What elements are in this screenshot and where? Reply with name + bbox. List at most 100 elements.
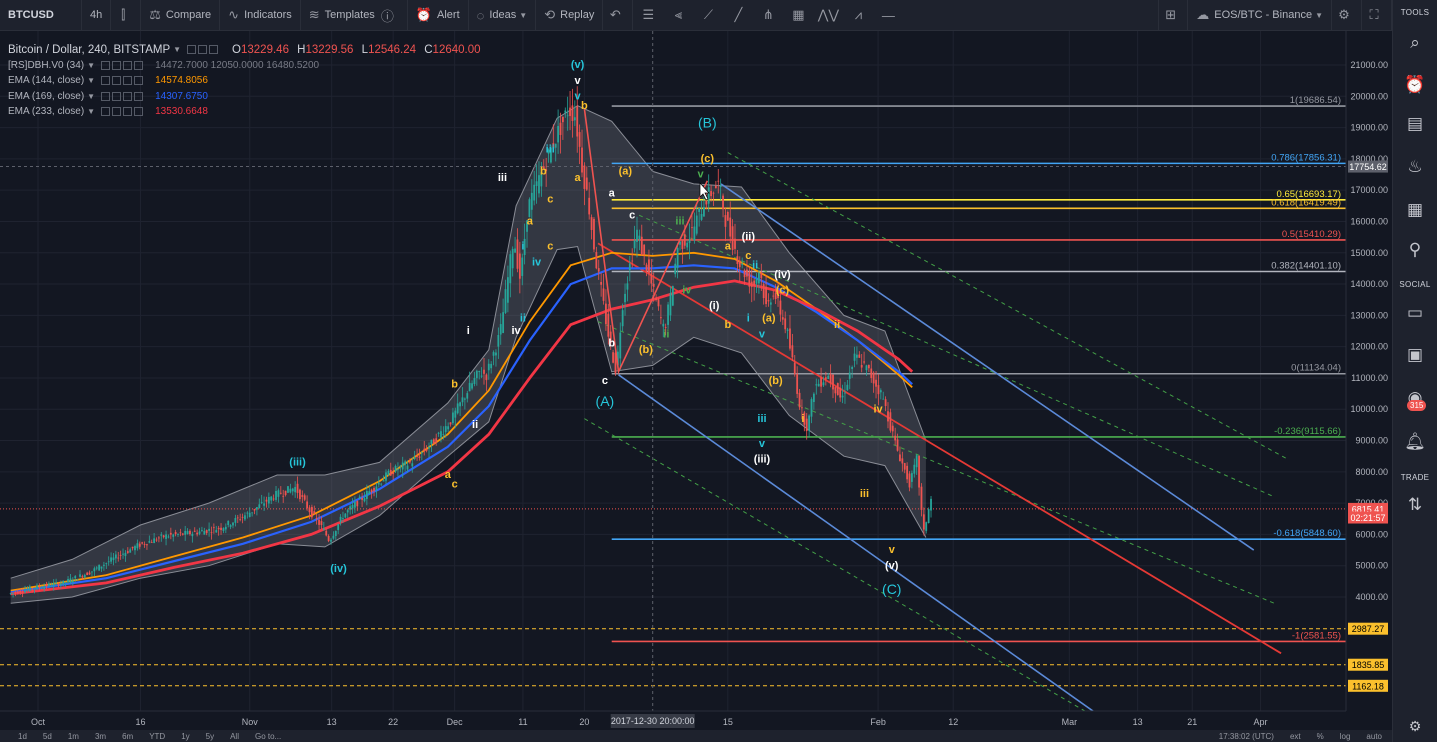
indicators-button[interactable]: ∿ Indicators [220, 0, 301, 31]
candle-body [540, 172, 543, 187]
candle-body [322, 528, 325, 530]
range-button-5d[interactable]: 5d [42, 731, 52, 741]
candle-body [851, 366, 854, 369]
legend-button[interactable] [134, 91, 144, 101]
range-button-1y[interactable]: 1y [181, 731, 190, 741]
legend-button[interactable] [101, 107, 111, 117]
extended-hours-toggle[interactable]: ext [1289, 731, 1301, 741]
bell-icon[interactable]: 🔔︎ [1404, 432, 1426, 451]
compare-button[interactable]: ⚖ Compare [141, 0, 221, 31]
ideas-lightbulb-icon[interactable]: ⚲ [1408, 240, 1422, 259]
chart-pane[interactable]: 1(19686.54) 0.786(17856.31) 0.65(16693.17)… [0, 31, 1392, 742]
goto-date-button[interactable]: Go to... [254, 731, 282, 741]
interval-button[interactable]: 4h [82, 0, 112, 31]
legend-button[interactable] [112, 107, 122, 117]
legend-button[interactable] [123, 76, 133, 86]
legend-button[interactable] [123, 91, 133, 101]
legend-button[interactable] [101, 91, 111, 101]
drawing-tool-gann[interactable]: ▦ [783, 0, 813, 31]
ideas-button[interactable]: ◌ Ideas ▼ [469, 0, 537, 31]
ray-icon: ╱ [734, 7, 743, 22]
drawing-tool-fib-ext[interactable]: ⫷ [663, 0, 693, 31]
chevron-down-icon[interactable]: ▼ [173, 45, 182, 55]
alarm-clock-icon[interactable]: ⏰ [1404, 75, 1426, 94]
layout-button[interactable]: ⊞ [1158, 0, 1189, 31]
candle-body [306, 501, 309, 509]
range-button-1d[interactable]: 1d [18, 731, 27, 741]
chevron-down-icon[interactable]: ▼ [87, 60, 96, 70]
templates-button[interactable]: ≋ Templates ⓘ [301, 0, 408, 31]
legend-button[interactable] [101, 76, 111, 86]
legend-button[interactable] [123, 107, 133, 117]
data-window-icon[interactable]: ▤ [1406, 114, 1424, 133]
legend-eye-button[interactable] [187, 45, 197, 55]
legend-indicator-row[interactable]: EMA (169, close) ▼ 14307.6750 [8, 89, 486, 105]
legend-button[interactable] [112, 60, 122, 70]
symbol-search-button[interactable]: BTCUSD [0, 0, 82, 31]
log-scale-toggle[interactable]: log [1339, 731, 1351, 741]
candle-body [411, 463, 414, 467]
legend-button[interactable] [112, 91, 122, 101]
auto-scale-toggle[interactable]: auto [1366, 731, 1382, 741]
calendar-icon[interactable]: ▦ [1406, 200, 1424, 219]
drawing-tool-pattern[interactable]: ⋀⋁ [813, 0, 843, 31]
candle-body [712, 192, 715, 194]
candle-body [664, 327, 667, 329]
trading-panel-icon[interactable]: ⇅ [1407, 495, 1423, 514]
range-button-all[interactable]: All [230, 731, 239, 741]
streams-icon[interactable]: ▣ [1406, 345, 1424, 364]
range-button-6m[interactable]: 6m [122, 731, 134, 741]
candle-body [146, 544, 148, 546]
legend-button[interactable] [123, 60, 133, 70]
range-button-1m[interactable]: 1m [67, 731, 79, 741]
candle-body [114, 554, 117, 559]
legend-button[interactable] [101, 60, 111, 70]
candle-body [801, 407, 803, 409]
drawing-tool-trend[interactable]: ⟋ [693, 0, 723, 31]
candle-body [827, 375, 830, 379]
drawing-tool-fib[interactable]: ☰ [633, 0, 663, 31]
legend-button[interactable] [134, 60, 144, 70]
fullscreen-button[interactable]: ⛶ [1362, 0, 1392, 31]
settings-button[interactable]: ⚙ [1332, 0, 1362, 31]
legend-indicator-row[interactable]: [RS]DBH.V0 (34) ▼ 14472.7000 12050.0000 1… [8, 58, 486, 74]
watchlist-icon[interactable]: ⌕ [1410, 33, 1420, 52]
drawing-tool-abcd[interactable]: ⩘ [843, 0, 873, 31]
price-tick-label: 17000.00 [1350, 185, 1388, 195]
legend-button[interactable] [112, 76, 122, 86]
drawing-tool-ray[interactable]: ╱ [723, 0, 753, 31]
replay-button[interactable]: ⟲ Replay [536, 0, 604, 31]
candle-body [196, 532, 199, 535]
candle-body [227, 520, 230, 525]
legend-indicator-row[interactable]: EMA (144, close) ▼ 14574.8056 [8, 73, 486, 89]
candle-body [791, 345, 794, 358]
candle-body [332, 535, 335, 539]
legend-indicator-row[interactable]: EMA (233, close) ▼ 13530.6648 [8, 104, 486, 120]
candle-body [136, 543, 139, 549]
chevron-down-icon[interactable]: ▼ [87, 76, 96, 86]
legend-close-button[interactable] [209, 45, 219, 55]
range-button-3m[interactable]: 3m [94, 731, 107, 741]
range-button-5y[interactable]: 5y [205, 731, 215, 741]
alert-button[interactable]: ⏰ Alert [408, 0, 469, 31]
range-button-ytd[interactable]: YTD [149, 731, 166, 741]
settings-gear-icon[interactable]: ⚙ [1408, 718, 1422, 734]
candle-body [655, 298, 658, 300]
undo-button[interactable]: ↶ [603, 0, 634, 31]
candle-body [784, 318, 787, 330]
chart-type-button[interactable]: ⫿ [111, 0, 142, 31]
watch-symbol-button[interactable]: ☁ EOS/BTC - Binance ▼ [1188, 0, 1332, 31]
hotlist-flame-icon[interactable]: ♨ [1407, 157, 1423, 176]
chevron-down-icon[interactable]: ▼ [87, 91, 96, 101]
percent-scale-toggle[interactable]: % [1316, 731, 1324, 741]
legend-button[interactable] [134, 107, 144, 117]
wave-label: v [697, 169, 704, 181]
legend-button[interactable] [134, 76, 144, 86]
wave-label: a [575, 172, 582, 184]
legend-settings-button[interactable] [198, 45, 208, 55]
drawing-tool-pitchfork[interactable]: ⋔ [753, 0, 783, 31]
chevron-down-icon[interactable]: ▼ [87, 107, 96, 117]
horizontal-line-icon: — [881, 7, 895, 23]
chat-icon[interactable]: ▭ [1406, 303, 1424, 322]
drawing-tool-horizontal[interactable]: — [873, 0, 903, 31]
